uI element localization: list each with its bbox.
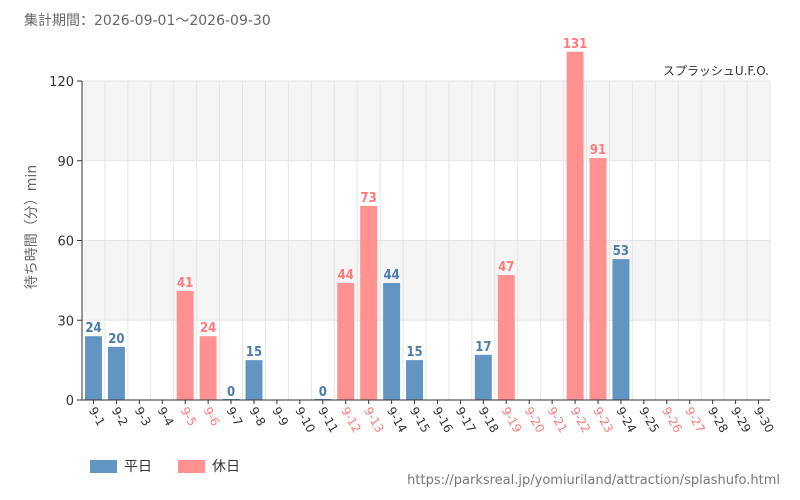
bar bbox=[589, 158, 607, 400]
x-tick-label: 9-24 bbox=[613, 405, 639, 436]
bar bbox=[612, 259, 630, 400]
x-tick-labels: 9-1 9-2 9-3 9-4 9-5 9-6 9-7 9-8 9-9 9-109-119-129… bbox=[86, 405, 777, 436]
x-tick-label: 9-29 bbox=[728, 405, 754, 436]
x-tick-label: 9-26 bbox=[659, 405, 685, 436]
x-tick-label: 9-8 bbox=[246, 405, 268, 429]
holiday-swatch bbox=[178, 459, 205, 473]
bar bbox=[360, 205, 378, 400]
x-tick-label: 9-19 bbox=[499, 405, 525, 436]
y-tick-label: 0 bbox=[66, 394, 74, 409]
legend-weekday-label: 平日 bbox=[124, 459, 152, 475]
x-tick-label: 9-5 bbox=[178, 405, 200, 429]
x-tick-label: 9-25 bbox=[636, 405, 662, 436]
x-tick-label: 9-28 bbox=[705, 405, 731, 436]
x-tick-label: 9-9 bbox=[269, 405, 291, 429]
x-tick-label: 9-21 bbox=[545, 405, 571, 436]
bar bbox=[199, 336, 217, 400]
data-label: 17 bbox=[475, 340, 491, 355]
x-tick-label: 9-10 bbox=[292, 405, 318, 436]
bar bbox=[245, 360, 263, 400]
x-tick-label: 9-12 bbox=[338, 405, 364, 436]
x-tick-label: 9-1 bbox=[86, 405, 108, 429]
data-labels: 24 20 41 24 0 15 0 44 73 44 15 17 47 131 91 53 bbox=[85, 37, 629, 400]
data-label: 24 bbox=[85, 321, 101, 336]
legend-weekday: 平日 bbox=[90, 456, 152, 476]
y-axis-label: 待ち時間（分）min bbox=[24, 164, 40, 290]
legend: 平日 休日 bbox=[90, 456, 240, 476]
data-label: 15 bbox=[406, 345, 422, 360]
data-label: 15 bbox=[246, 345, 262, 360]
bar bbox=[337, 283, 355, 400]
weekday-swatch bbox=[90, 459, 117, 473]
bars bbox=[84, 51, 630, 401]
x-tick-label: 9-7 bbox=[223, 405, 245, 429]
data-label: 53 bbox=[613, 244, 629, 259]
x-tick-label: 9-3 bbox=[132, 405, 154, 429]
attraction-name: スプラッシュU.F.O. bbox=[662, 64, 769, 78]
data-label: 44 bbox=[383, 268, 399, 283]
bar bbox=[474, 354, 492, 400]
x-tick-label: 9-22 bbox=[567, 405, 593, 436]
legend-holiday: 休日 bbox=[178, 456, 240, 476]
axes bbox=[77, 80, 770, 404]
x-tick-label: 9-11 bbox=[315, 405, 341, 436]
y-tick-label: 90 bbox=[57, 155, 74, 170]
x-tick-label: 9-16 bbox=[430, 405, 456, 436]
bar bbox=[566, 51, 584, 401]
x-tick-label: 9-17 bbox=[453, 405, 479, 436]
x-tick-label: 9-20 bbox=[522, 405, 548, 436]
y-tick-label: 60 bbox=[57, 235, 74, 250]
data-label: 0 bbox=[319, 385, 327, 400]
x-tick-label: 9-15 bbox=[407, 405, 433, 436]
data-label: 44 bbox=[338, 268, 354, 283]
bar bbox=[497, 275, 515, 400]
legend-holiday-label: 休日 bbox=[212, 459, 240, 475]
bar bbox=[84, 336, 102, 400]
x-tick-label: 9-2 bbox=[109, 405, 131, 429]
bar bbox=[176, 291, 194, 400]
y-tick-labels: 0 30 60 90 120 bbox=[49, 75, 74, 409]
data-label: 73 bbox=[361, 191, 377, 206]
source-url: https://parksreal.jp/yomiuriland/attract… bbox=[407, 473, 780, 488]
x-tick-label: 9-27 bbox=[682, 405, 708, 436]
x-tick-label: 9-18 bbox=[476, 405, 502, 436]
x-tick-label: 9-6 bbox=[201, 405, 223, 429]
bar bbox=[383, 283, 401, 400]
x-tick-label: 9-30 bbox=[751, 405, 777, 436]
x-tick-label: 9-13 bbox=[361, 405, 387, 436]
x-tick-label: 9-14 bbox=[384, 405, 410, 436]
bar bbox=[406, 360, 424, 400]
data-label: 131 bbox=[563, 37, 587, 52]
data-label: 91 bbox=[590, 143, 606, 158]
y-tick-label: 30 bbox=[57, 314, 74, 329]
data-label: 41 bbox=[177, 276, 193, 291]
y-tick-label: 120 bbox=[49, 75, 74, 90]
data-label: 20 bbox=[108, 332, 124, 347]
data-label: 0 bbox=[227, 385, 235, 400]
x-tick-label: 9-23 bbox=[590, 405, 616, 436]
data-label: 24 bbox=[200, 321, 216, 336]
period-label: 集計期間：2026-09-01～2026-09-30 bbox=[24, 13, 271, 29]
x-tick-label: 9-4 bbox=[155, 405, 177, 429]
bar bbox=[107, 346, 125, 400]
data-label: 47 bbox=[498, 260, 514, 275]
